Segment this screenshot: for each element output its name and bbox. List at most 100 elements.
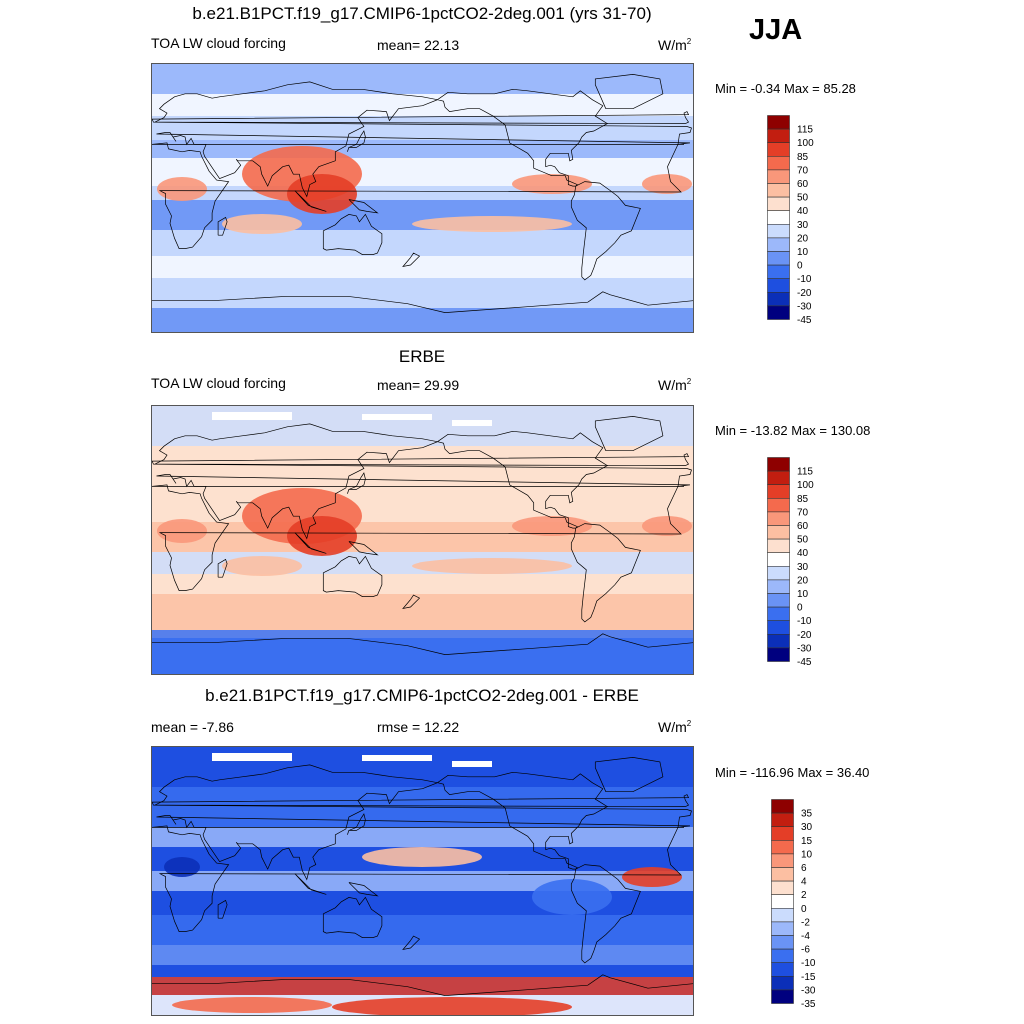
colorbar-3-tick-label: -30	[801, 985, 816, 996]
panel-2-title: ERBE	[398, 347, 446, 366]
colorbar-1-swatch	[767, 278, 790, 293]
continent-outline	[152, 825, 684, 932]
colorbar-3-swatch	[771, 989, 794, 1004]
panel-3-units: W/m2	[658, 719, 692, 735]
continent-outline	[437, 771, 608, 870]
panel-2-colorbar: 115 100 85 70 60 50 40 30 20 10 0 -10 -20 -30 -45	[767, 457, 837, 668]
colorbar-3-swatch	[771, 812, 794, 828]
colorbar-1-tick-label: 0	[797, 261, 803, 272]
colorbar-3-swatch	[771, 799, 794, 814]
panel-1-mean-label: mean= 22.13	[377, 37, 460, 53]
colorbar-2-swatch	[767, 497, 790, 513]
continent-outline	[152, 142, 684, 249]
colorbar-1-tick-label: 30	[797, 220, 809, 231]
colorbar-1-swatch	[767, 196, 790, 211]
colorbar-1-tick-label: -20	[797, 288, 812, 299]
continent-outline	[217, 558, 228, 578]
continent-outline	[152, 291, 693, 313]
continent-outline	[294, 873, 327, 895]
continent-outline	[570, 864, 641, 964]
panel-1-minmax: Min = -0.34 Max = 85.28	[715, 81, 856, 96]
colorbar-3-swatch	[771, 853, 794, 868]
continent-outline	[347, 130, 366, 152]
panel-3-map	[151, 746, 694, 1016]
colorbar-3-swatch	[771, 921, 794, 936]
continent-outline	[594, 757, 664, 793]
continent-outline	[347, 472, 366, 494]
colorbar-3-tick-label: 2	[801, 890, 807, 901]
colorbar-1-swatch	[767, 264, 790, 280]
colorbar-3-tick-label: 30	[801, 822, 813, 833]
colorbar-3-swatch	[771, 935, 794, 950]
colorbar-1-tick-label: 100	[797, 138, 814, 149]
colorbar-2-tick-label: 10	[797, 589, 809, 600]
continent-outline	[217, 899, 228, 919]
colorbar-2-tick-label: -10	[797, 616, 812, 627]
colorbar-3-tick-label: -15	[801, 972, 816, 983]
continent-outline	[348, 199, 379, 214]
panel-3-rmse-label: rmse = 12.22	[377, 719, 460, 735]
colorbar-3-tick-label: 10	[801, 849, 813, 860]
continent-outline	[594, 416, 664, 452]
colorbar-3: 35 30 15 10 6 4 2 0 -2 -4 -6 -10 -15 -30 -35	[771, 799, 816, 1010]
colorbar-1-swatch	[767, 155, 790, 171]
colorbar-3-swatch	[771, 976, 794, 991]
panel-3-minmax: Min = -116.96 Max = 36.40	[715, 765, 870, 780]
colorbar-3-swatch	[771, 826, 794, 841]
colorbar-2-swatch	[767, 525, 790, 540]
panel-2-minmax: Min = -13.82 Max = 130.08	[715, 423, 871, 438]
panel-3-mean-label: mean = -7.86	[151, 719, 234, 735]
continent-outline	[347, 813, 366, 835]
colorbar-2-tick-label: -45	[797, 657, 812, 668]
colorbar-2-swatch	[767, 647, 790, 662]
colorbar-3-tick-label: -35	[801, 999, 816, 1010]
panel-1-map	[151, 63, 694, 333]
continent-outline	[154, 764, 692, 881]
panel-1-units: W/m2	[658, 37, 692, 53]
continent-outline	[152, 794, 690, 807]
continent-outline	[402, 252, 421, 268]
panel-1-variable-label: TOA LW cloud forcing	[151, 35, 286, 51]
panel-3-colorbar: 35 30 15 10 6 4 2 0 -2 -4 -6 -10 -15 -30 -35	[771, 799, 841, 1010]
colorbar-2-swatch	[767, 579, 790, 594]
colorbar-1-tick-label: 20	[797, 233, 809, 244]
colorbar-2-tick-label: -20	[797, 630, 812, 641]
continent-outline	[294, 532, 327, 554]
colorbar-1-swatch	[767, 305, 790, 320]
continent-outline	[437, 88, 608, 187]
colorbar-1-tick-label: 70	[797, 165, 809, 176]
colorbar-1-swatch	[767, 210, 790, 225]
colorbar-1-swatch	[767, 115, 790, 130]
continent-outline	[152, 484, 684, 591]
continent-outline	[294, 190, 327, 212]
colorbar-1-tick-label: 60	[797, 179, 809, 190]
colorbar-2-swatch	[767, 593, 790, 608]
continent-outline	[322, 896, 383, 938]
colorbar-1-tick-label: 40	[797, 206, 809, 217]
colorbar-1-swatch	[767, 169, 790, 184]
colorbar-3-tick-label: -4	[801, 931, 810, 942]
colorbar-1-swatch	[767, 183, 790, 198]
panel-2-units: W/m2	[658, 377, 692, 393]
colorbar-2-tick-label: 70	[797, 507, 809, 518]
continent-outline	[437, 430, 608, 529]
colorbar-2-tick-label: 100	[797, 480, 814, 491]
panel-3-title: b.e21.B1PCT.f19_g17.CMIP6-1pctCO2-2deg.0…	[205, 686, 639, 705]
continent-outline	[348, 541, 379, 556]
colorbar-3-swatch	[771, 880, 794, 895]
panel-2-map	[151, 405, 694, 675]
colorbar-1-tick-label: -45	[797, 315, 812, 326]
colorbar-1-tick-label: 115	[797, 125, 813, 136]
colorbar-1-tick-label: 50	[797, 193, 809, 204]
continent-outline	[152, 633, 693, 655]
colorbar-1-tick-label: 85	[797, 152, 809, 163]
colorbar-3-swatch	[771, 894, 794, 909]
panel-1-title: b.e21.B1PCT.f19_g17.CMIP6-1pctCO2-2deg.0…	[192, 4, 652, 23]
colorbar-2-tick-label: 0	[797, 603, 803, 614]
continent-outline	[152, 453, 690, 466]
colorbar-1-swatch	[767, 224, 790, 239]
colorbar-2-swatch	[767, 606, 790, 622]
continent-outline	[322, 213, 383, 255]
